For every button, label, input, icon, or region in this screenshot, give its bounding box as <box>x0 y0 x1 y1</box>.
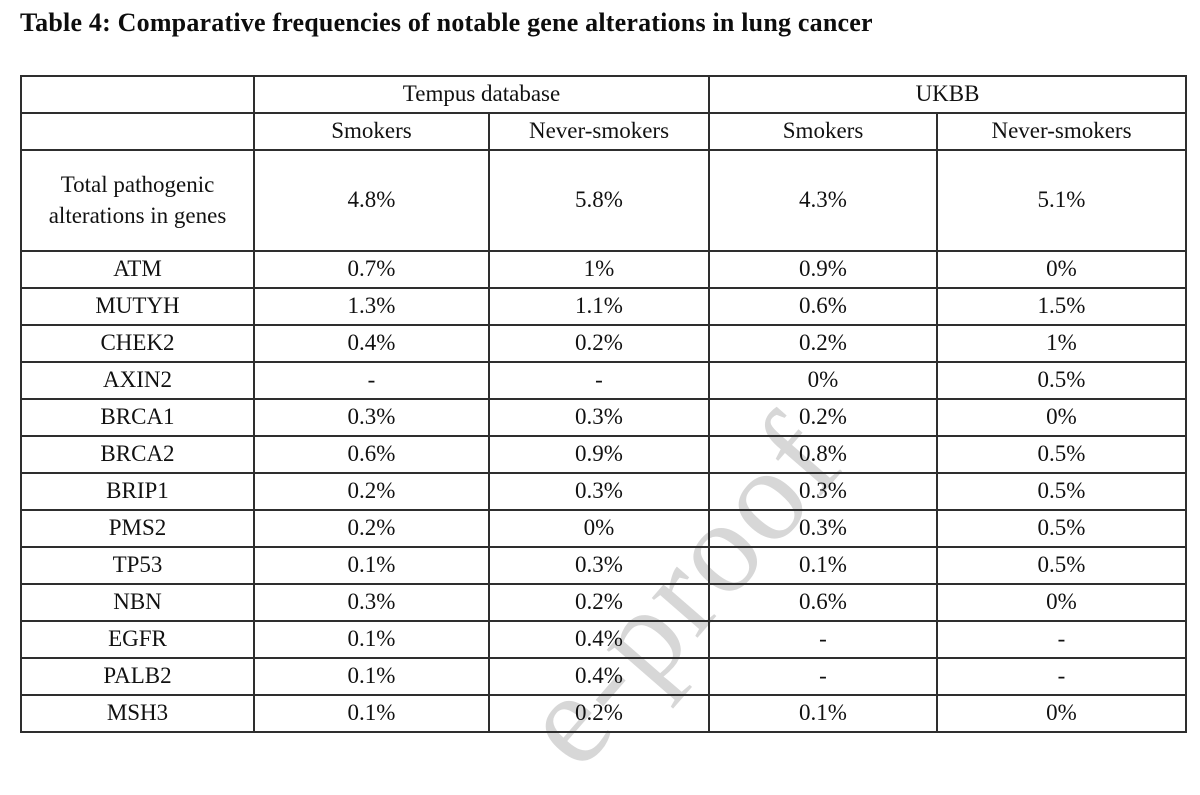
row-label-cell: BRIP1 <box>20 472 255 511</box>
value-cell: 0.3% <box>253 398 490 437</box>
value-cell: 0% <box>936 583 1188 622</box>
value-cell: 0.4% <box>487 657 711 696</box>
subheader-tempus-smokers: Smokers <box>253 112 490 151</box>
value-cell: 0.2% <box>487 694 711 733</box>
value-cell: 1.3% <box>253 287 490 326</box>
value-cell: 0% <box>487 509 711 548</box>
value-cell: - <box>487 361 711 400</box>
header-ukbb: UKBB <box>708 75 1188 114</box>
value-cell: 0.3% <box>487 472 711 511</box>
value-cell: 0.5% <box>936 546 1188 585</box>
value-cell: 0.9% <box>708 250 939 289</box>
row-label-cell: MUTYH <box>20 287 255 326</box>
table-row: BRIP1 0.2% 0.3% 0.3% 0.5% <box>20 472 1188 511</box>
value-cell: - <box>936 657 1188 696</box>
value-cell: - <box>708 620 939 659</box>
value-cell: 0.2% <box>487 324 711 363</box>
value-cell: 1% <box>936 324 1188 363</box>
table-row: NBN 0.3% 0.2% 0.6% 0% <box>20 583 1188 622</box>
value-cell: 0.5% <box>936 509 1188 548</box>
table-row: PMS2 0.2% 0% 0.3% 0.5% <box>20 509 1188 548</box>
value-cell: 0.1% <box>708 546 939 585</box>
value-cell: 0.3% <box>708 472 939 511</box>
table-row: PALB2 0.1% 0.4% - - <box>20 657 1188 696</box>
value-cell: 0.2% <box>253 472 490 511</box>
value-cell: 4.8% <box>253 149 490 252</box>
subheader-ukbb-never-smokers: Never-smokers <box>936 112 1188 151</box>
table-row: BRCA2 0.6% 0.9% 0.8% 0.5% <box>20 435 1188 474</box>
value-cell: 0.6% <box>708 583 939 622</box>
table-row: TP53 0.1% 0.3% 0.1% 0.5% <box>20 546 1188 585</box>
row-label-cell: AXIN2 <box>20 361 255 400</box>
row-label-cell: PALB2 <box>20 657 255 696</box>
value-cell: 0.3% <box>708 509 939 548</box>
row-label-cell: ATM <box>20 250 255 289</box>
row-label-cell: EGFR <box>20 620 255 659</box>
row-label-cell: BRCA1 <box>20 398 255 437</box>
row-label-cell: NBN <box>20 583 255 622</box>
table-row: ATM 0.7% 1% 0.9% 0% <box>20 250 1188 289</box>
value-cell: 0% <box>936 398 1188 437</box>
value-cell: 0.2% <box>487 583 711 622</box>
value-cell: 0% <box>936 694 1188 733</box>
value-cell: 0.3% <box>487 398 711 437</box>
value-cell: 0.1% <box>253 694 490 733</box>
row-label-cell: TP53 <box>20 546 255 585</box>
value-cell: 0.2% <box>253 509 490 548</box>
subheader-ukbb-smokers: Smokers <box>708 112 939 151</box>
table-row: MUTYH 1.3% 1.1% 0.6% 1.5% <box>20 287 1188 326</box>
value-cell: 0.5% <box>936 435 1188 474</box>
value-cell: 0.4% <box>253 324 490 363</box>
row-label-cell: MSH3 <box>20 694 255 733</box>
value-cell: 5.8% <box>487 149 711 252</box>
value-cell: 0.8% <box>708 435 939 474</box>
subheader-tempus-never-smokers: Never-smokers <box>487 112 711 151</box>
value-cell: 0.6% <box>708 287 939 326</box>
row-label-cell: Total pathogenic alterations in genes <box>20 149 255 252</box>
value-cell: 0.2% <box>708 398 939 437</box>
row-label-cell: CHEK2 <box>20 324 255 363</box>
value-cell: 0.3% <box>487 546 711 585</box>
table-row: EGFR 0.1% 0.4% - - <box>20 620 1188 659</box>
value-cell: 1.1% <box>487 287 711 326</box>
value-cell: 0.4% <box>487 620 711 659</box>
value-cell: 0.5% <box>936 472 1188 511</box>
value-cell: 4.3% <box>708 149 939 252</box>
value-cell: 0.1% <box>708 694 939 733</box>
value-cell: 0.6% <box>253 435 490 474</box>
table-row: BRCA1 0.3% 0.3% 0.2% 0% <box>20 398 1188 437</box>
value-cell: 0.2% <box>708 324 939 363</box>
row-label-cell: BRCA2 <box>20 435 255 474</box>
value-cell: 0.7% <box>253 250 490 289</box>
value-cell: 0.9% <box>487 435 711 474</box>
value-cell: 1.5% <box>936 287 1188 326</box>
value-cell: 0% <box>708 361 939 400</box>
sub-header-row: Smokers Never-smokers Smokers Never-smok… <box>20 112 1188 151</box>
value-cell: 1% <box>487 250 711 289</box>
corner-cell <box>20 112 255 151</box>
value-cell: 0.3% <box>253 583 490 622</box>
table-row: CHEK2 0.4% 0.2% 0.2% 1% <box>20 324 1188 363</box>
table-row: Total pathogenic alterations in genes 4.… <box>20 149 1188 252</box>
row-label-cell: PMS2 <box>20 509 255 548</box>
value-cell: 0% <box>936 250 1188 289</box>
value-cell: 0.1% <box>253 657 490 696</box>
value-cell: 0.1% <box>253 620 490 659</box>
table-row: AXIN2 - - 0% 0.5% <box>20 361 1188 400</box>
header-tempus-database: Tempus database <box>252 75 711 114</box>
table-row: MSH3 0.1% 0.2% 0.1% 0% <box>20 694 1188 733</box>
value-cell: 0.5% <box>936 361 1188 400</box>
value-cell: - <box>936 620 1188 659</box>
table-caption: Table 4: Comparative frequencies of nota… <box>20 8 873 37</box>
gene-alterations-table: Tempus database UKBB Smokers Never-smoke… <box>20 75 1188 733</box>
value-cell: - <box>253 361 490 400</box>
corner-cell <box>20 75 255 114</box>
value-cell: - <box>708 657 939 696</box>
value-cell: 5.1% <box>936 149 1188 252</box>
group-header-row: Tempus database UKBB <box>20 75 1188 114</box>
value-cell: 0.1% <box>253 546 490 585</box>
